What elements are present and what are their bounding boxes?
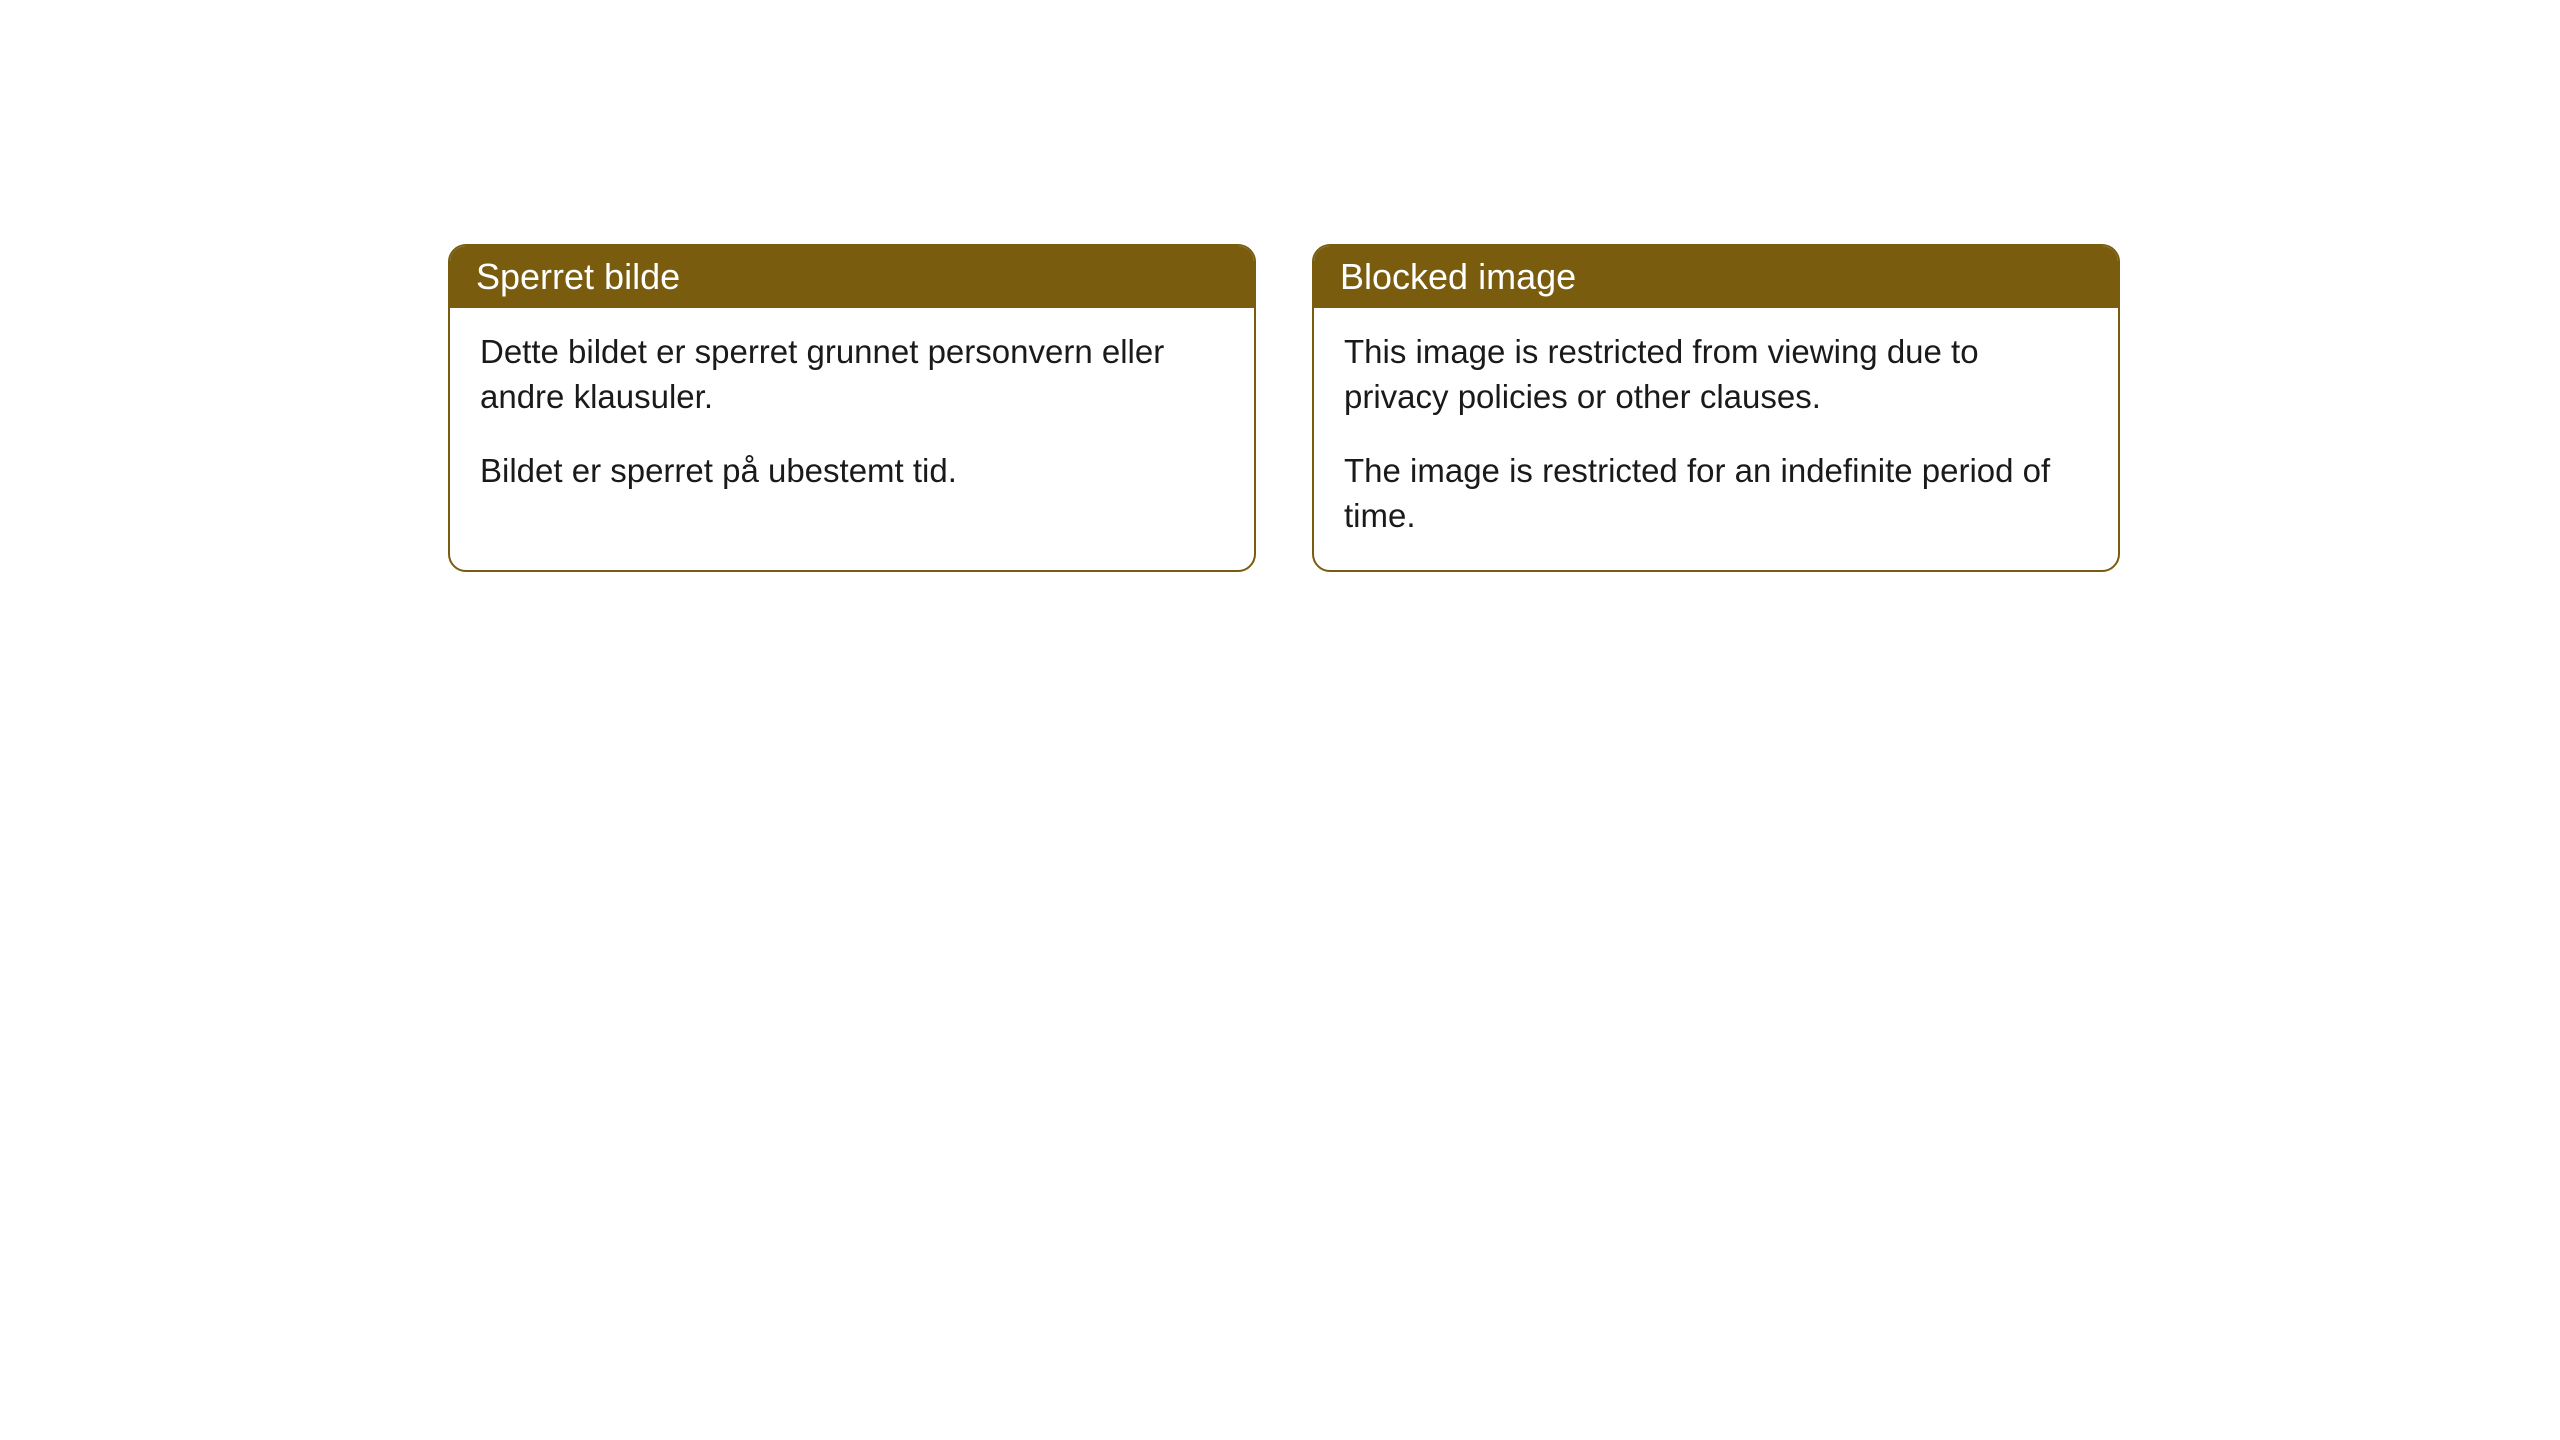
notice-paragraph-2-norwegian: Bildet er sperret på ubestemt tid. — [480, 449, 1224, 494]
notice-container: Sperret bilde Dette bildet er sperret gr… — [0, 0, 2560, 572]
notice-card-english: Blocked image This image is restricted f… — [1312, 244, 2120, 572]
notice-card-norwegian: Sperret bilde Dette bildet er sperret gr… — [448, 244, 1256, 572]
notice-paragraph-1-english: This image is restricted from viewing du… — [1344, 330, 2088, 419]
notice-paragraph-1-norwegian: Dette bildet er sperret grunnet personve… — [480, 330, 1224, 419]
notice-body-english: This image is restricted from viewing du… — [1314, 308, 2118, 570]
notice-title-english: Blocked image — [1314, 246, 2118, 308]
notice-title-norwegian: Sperret bilde — [450, 246, 1254, 308]
notice-body-norwegian: Dette bildet er sperret grunnet personve… — [450, 308, 1254, 526]
notice-paragraph-2-english: The image is restricted for an indefinit… — [1344, 449, 2088, 538]
